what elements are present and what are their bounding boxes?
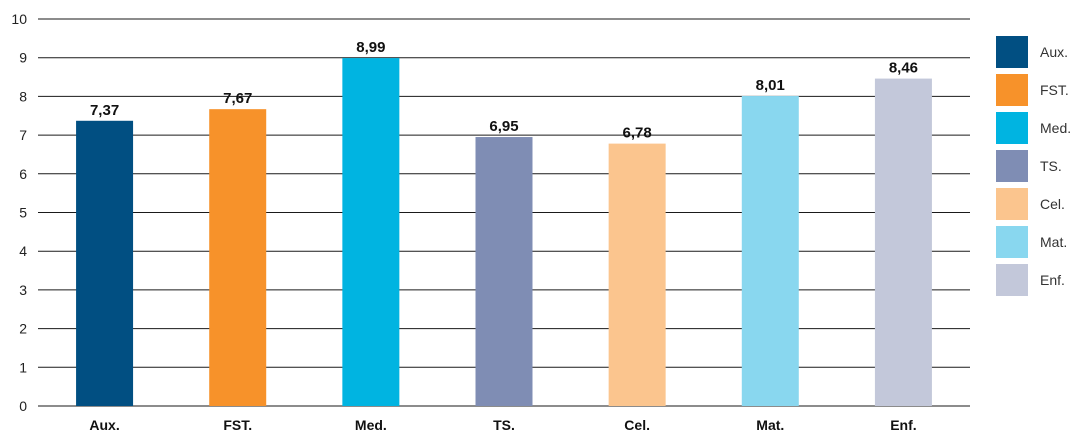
bar-aux	[76, 120, 134, 406]
legend-swatch	[996, 36, 1028, 68]
y-tick-label: 5	[19, 205, 27, 221]
legend-item: Cel.	[996, 188, 1065, 220]
y-tick-label: 4	[19, 243, 27, 259]
legend-label: Mat.	[1040, 234, 1067, 250]
y-tick-label: 2	[19, 321, 27, 337]
x-tick-label: FST.	[223, 417, 252, 433]
bar-fst	[209, 109, 267, 407]
data-label: 8,46	[889, 60, 918, 77]
legend-item: Med.	[996, 112, 1071, 144]
legend-label: TS.	[1040, 158, 1062, 174]
y-tick-label: 9	[19, 50, 27, 66]
legend-label: Aux.	[1040, 44, 1068, 60]
data-label: 8,01	[756, 77, 785, 94]
legend-swatch	[996, 112, 1028, 144]
legend-label: Med.	[1040, 120, 1071, 136]
data-label: 6,95	[489, 118, 518, 135]
legend: Aux. FST. Med. TS. Cel. Mat. Enf.	[996, 36, 1071, 296]
bars	[76, 58, 932, 407]
legend-swatch	[996, 188, 1028, 220]
y-tick-label: 10	[11, 11, 27, 27]
bar-ts	[475, 137, 533, 406]
y-tick-label: 3	[19, 282, 27, 298]
bar-mat	[741, 96, 799, 406]
y-tick-label: 8	[19, 88, 27, 104]
y-tick-label: 7	[19, 127, 27, 143]
bar-enf	[874, 78, 932, 407]
y-tick-label: 0	[19, 398, 27, 414]
x-tick-label: Aux.	[89, 417, 119, 433]
legend-label: Enf.	[1040, 272, 1065, 288]
legend-item: Mat.	[996, 226, 1067, 258]
legend-swatch	[996, 150, 1028, 182]
x-tick-label: Mat.	[756, 417, 784, 433]
data-label: 7,37	[90, 102, 119, 119]
y-tick-label: 1	[19, 359, 27, 375]
x-axis-ticks: Aux. FST. Med. TS. Cel. Mat. Enf.	[89, 417, 916, 433]
data-labels: 7,37 7,67 8,99 6,95 6,78 8,01 8,46	[90, 39, 918, 142]
x-tick-label: TS.	[493, 417, 515, 433]
legend-swatch	[996, 226, 1028, 258]
y-axis-ticks: 0 1 2 3 4 5 6 7 8 9 10	[11, 11, 27, 414]
legend-item: Aux.	[996, 36, 1068, 68]
x-tick-label: Med.	[355, 417, 387, 433]
y-tick-label: 6	[19, 166, 27, 182]
legend-item: TS.	[996, 150, 1062, 182]
x-tick-label: Enf.	[890, 417, 916, 433]
legend-item: Enf.	[996, 264, 1065, 296]
bar-med	[342, 58, 400, 406]
legend-swatch	[996, 74, 1028, 106]
legend-item: FST.	[996, 74, 1069, 106]
bar-cel	[608, 143, 666, 406]
data-label: 7,67	[223, 90, 252, 107]
x-tick-label: Cel.	[624, 417, 650, 433]
data-label: 6,78	[623, 125, 652, 142]
legend-label: FST.	[1040, 82, 1069, 98]
legend-swatch	[996, 264, 1028, 296]
legend-label: Cel.	[1040, 196, 1065, 212]
data-label: 8,99	[356, 39, 385, 56]
